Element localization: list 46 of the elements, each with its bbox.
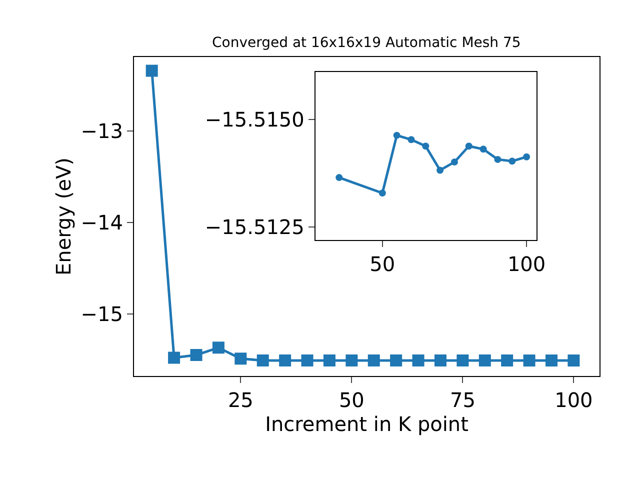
point xyxy=(523,153,530,160)
y-tick-label: −13 xyxy=(80,119,123,144)
x-tick-label: 75 xyxy=(450,388,476,412)
point xyxy=(408,136,415,144)
chart-title: Converged at 16x16x19 Automatic Mesh 75 xyxy=(212,35,521,51)
point xyxy=(412,354,424,366)
point xyxy=(422,142,430,150)
point xyxy=(436,166,444,174)
point xyxy=(494,156,502,163)
y-tick-label: −15.5125 xyxy=(204,215,304,240)
point xyxy=(450,158,458,166)
point xyxy=(501,354,514,366)
x-tick-label: 100 xyxy=(554,388,593,412)
point xyxy=(545,354,558,366)
point xyxy=(393,132,400,139)
point xyxy=(336,174,343,182)
x-tick-label: 50 xyxy=(338,388,364,412)
point xyxy=(212,342,224,354)
point xyxy=(390,354,402,366)
point xyxy=(168,352,180,364)
y-tick-label: −15.5150 xyxy=(204,107,304,132)
y-tick-label: −15 xyxy=(80,302,123,326)
x-tick-label: 50 xyxy=(370,252,396,276)
point xyxy=(323,354,336,366)
point xyxy=(368,354,380,366)
point xyxy=(301,354,314,366)
y-tick-label: −14 xyxy=(80,210,123,234)
x-tick-label: 25 xyxy=(228,388,254,412)
point xyxy=(465,142,472,150)
point xyxy=(279,354,292,366)
point xyxy=(568,354,580,366)
point xyxy=(234,352,247,365)
point xyxy=(190,348,202,361)
y-axis-title: Energy (eV) xyxy=(51,158,76,276)
point xyxy=(478,354,491,366)
point xyxy=(434,354,446,366)
point xyxy=(523,354,536,366)
x-axis-title: Increment in K point xyxy=(265,412,469,436)
point xyxy=(508,158,516,165)
point xyxy=(456,354,469,366)
point xyxy=(480,146,487,153)
point xyxy=(346,354,358,366)
point xyxy=(378,190,386,197)
point xyxy=(146,64,158,77)
point xyxy=(256,354,269,366)
x-tick-label: 100 xyxy=(507,252,546,276)
